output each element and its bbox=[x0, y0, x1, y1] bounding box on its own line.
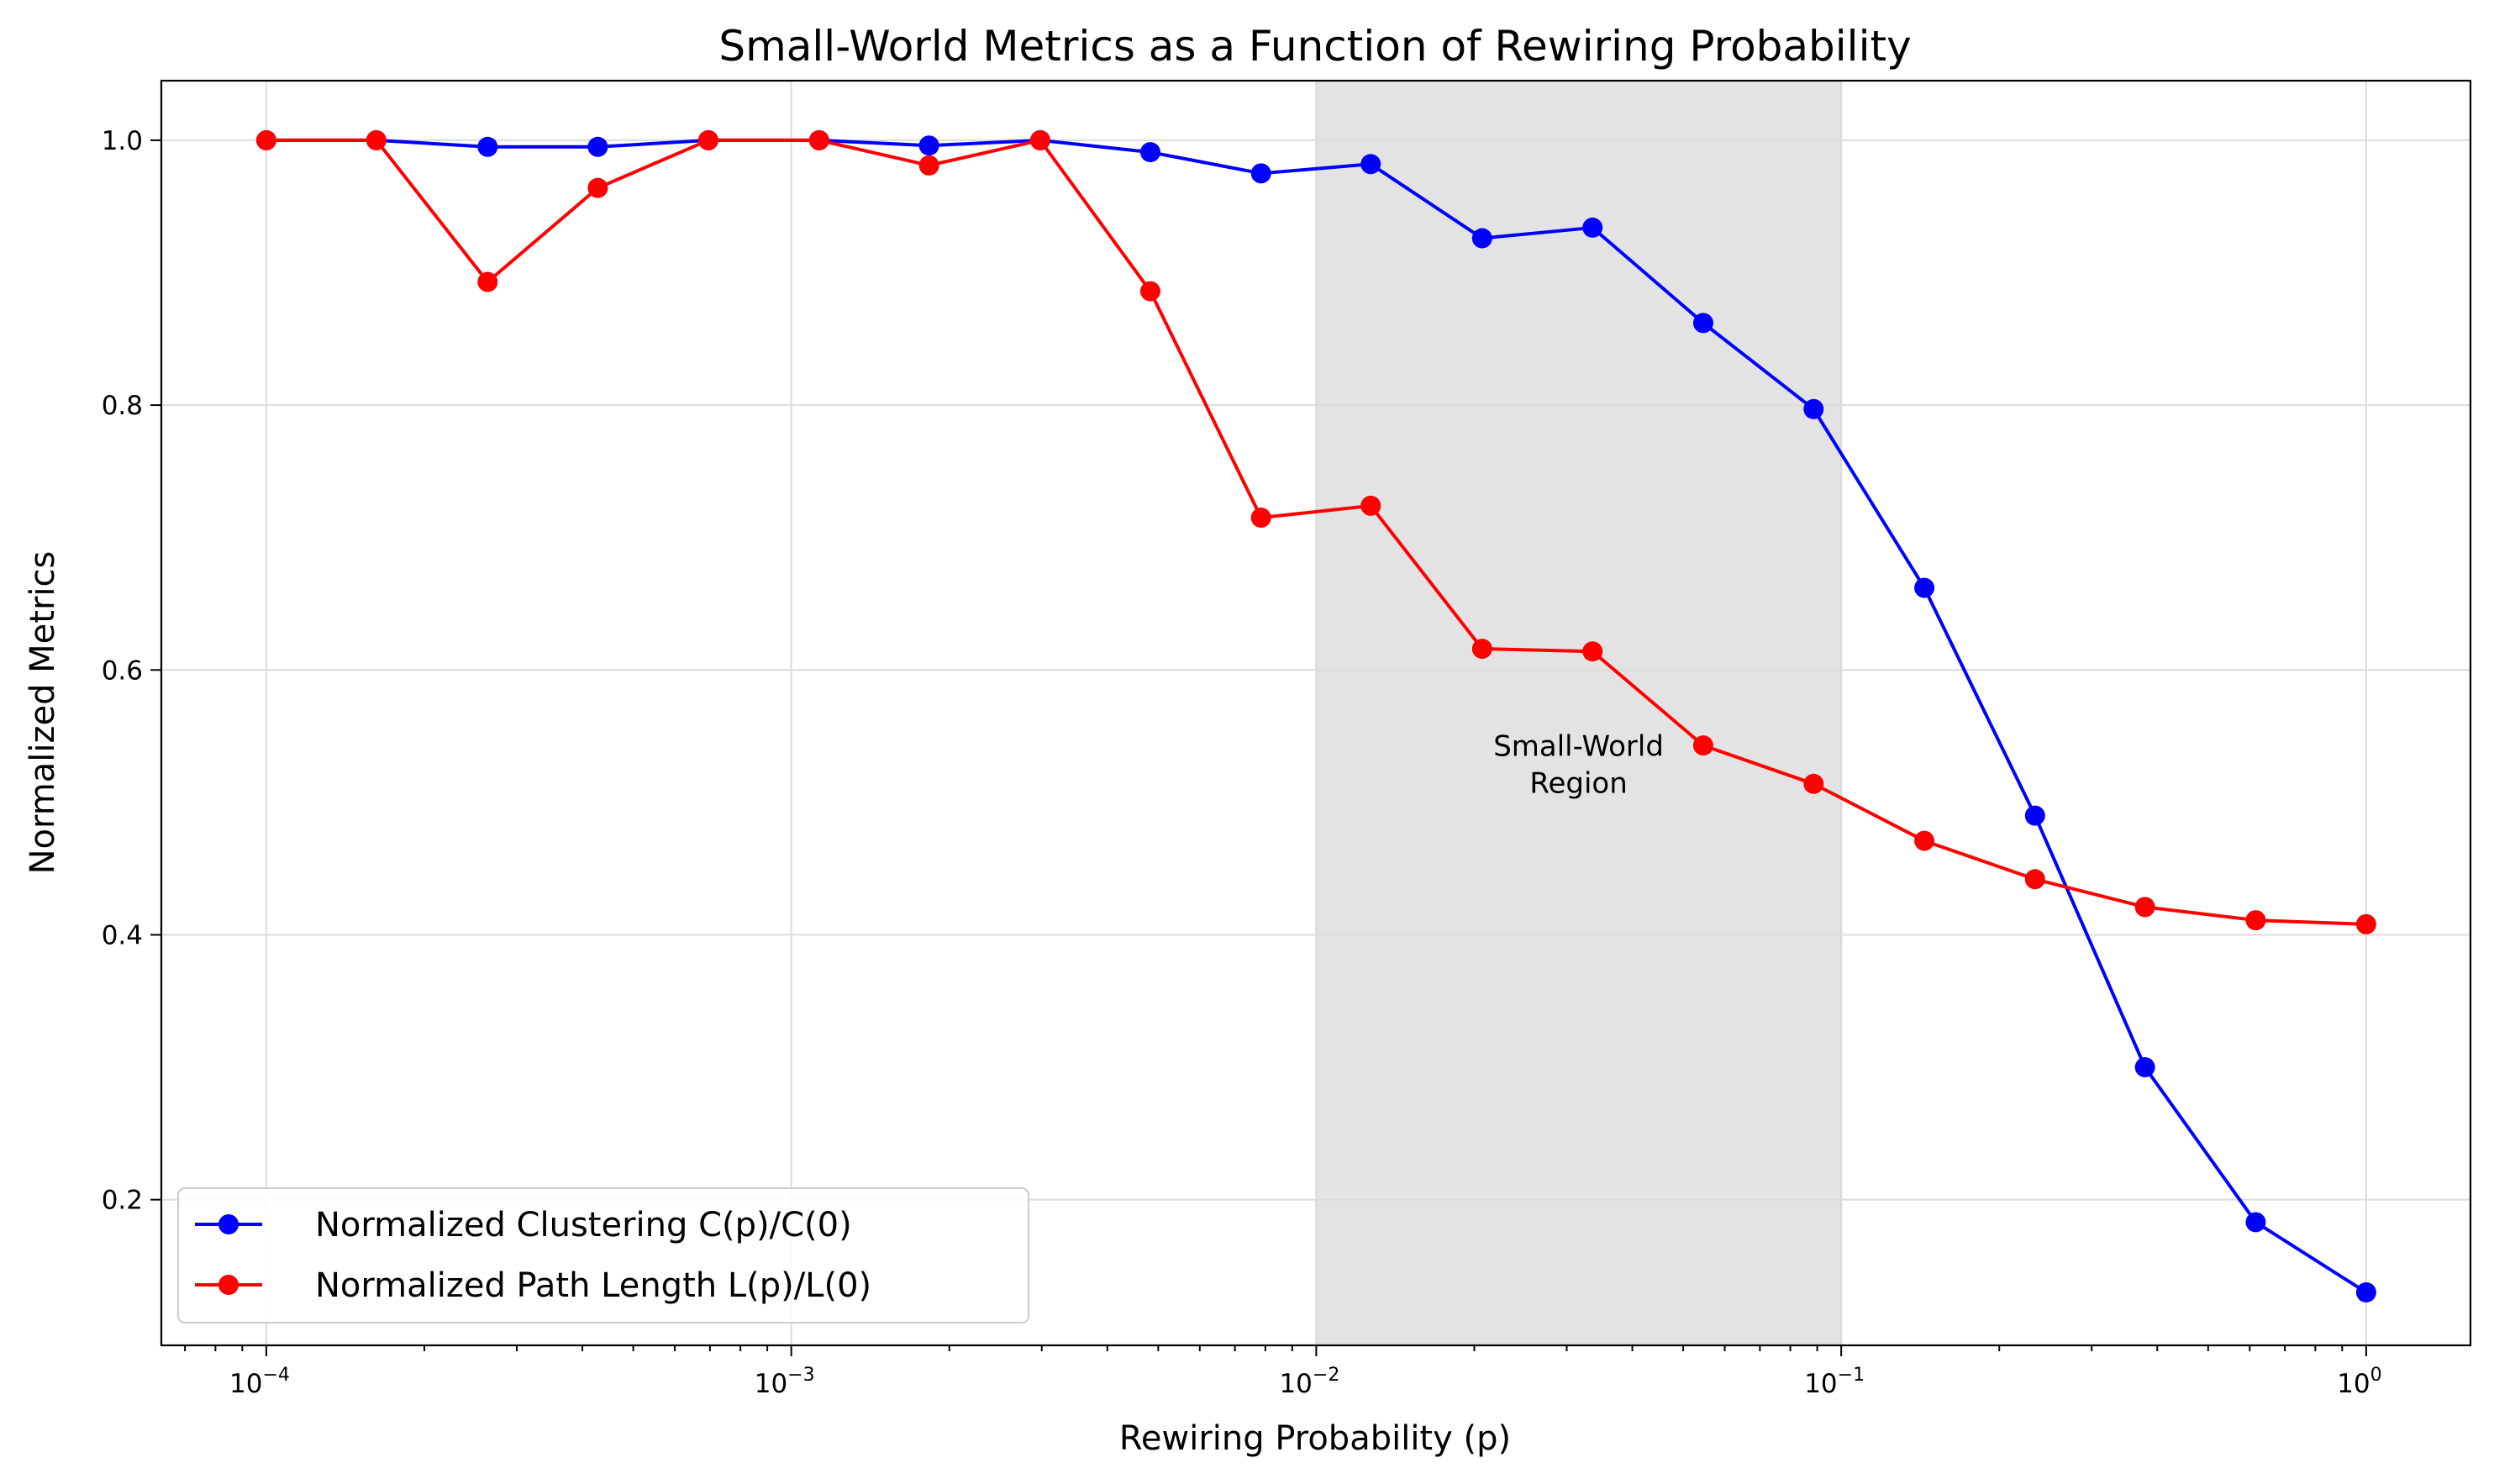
series-line-0 bbox=[266, 138, 2367, 1294]
series-0-point bbox=[918, 135, 939, 156]
series-0-point bbox=[1803, 398, 1824, 419]
series-0-point bbox=[1692, 313, 1713, 334]
series-1-point bbox=[1250, 508, 1271, 529]
legend-label-path-length: Normalized Path Length L(p)/L(0) bbox=[315, 1266, 871, 1305]
series-1-point bbox=[587, 177, 608, 198]
series-line-1 bbox=[266, 138, 2366, 926]
series-0-point bbox=[1360, 154, 1381, 175]
legend: Normalized Clustering C(p)/C(0) Normaliz… bbox=[177, 1187, 1029, 1323]
legend-box bbox=[177, 1187, 1029, 1323]
series-1-point bbox=[2355, 913, 2376, 934]
chart-title: Small-World Metrics as a Function of Rew… bbox=[718, 22, 1911, 71]
series-1-point bbox=[477, 271, 498, 292]
y-tick-label: 0.8 bbox=[102, 391, 143, 421]
series-1-point bbox=[1139, 281, 1160, 302]
x-axis-label: Rewiring Probability (p) bbox=[1119, 1419, 1511, 1458]
series-0-point bbox=[2355, 1281, 2376, 1302]
series-1-point bbox=[918, 155, 939, 176]
series-1-point bbox=[808, 129, 829, 150]
series-layer bbox=[255, 129, 2376, 1302]
series-1-point bbox=[1471, 639, 1492, 660]
series-1-point bbox=[1692, 735, 1713, 756]
series-0-point bbox=[2024, 805, 2045, 826]
series-1-point bbox=[2134, 897, 2155, 918]
series-1-point bbox=[2245, 910, 2266, 931]
legend-marker-path-length bbox=[218, 1275, 239, 1295]
annotation-small-world: Small-World bbox=[1493, 729, 1664, 763]
series-0-point bbox=[587, 136, 608, 157]
y-axis-label: Normalized Metrics bbox=[24, 551, 62, 875]
series-1-point bbox=[1582, 641, 1603, 662]
series-0-point bbox=[1582, 217, 1603, 238]
shaded-region-layer bbox=[1315, 81, 1843, 1345]
series-1-point bbox=[1360, 495, 1381, 516]
legend-label-clustering: Normalized Clustering C(p)/C(0) bbox=[315, 1206, 852, 1245]
series-1-point bbox=[1914, 830, 1935, 851]
series-0-point bbox=[1139, 142, 1160, 163]
series-0-point bbox=[2134, 1057, 2155, 1078]
shaded-region bbox=[1316, 81, 1842, 1345]
series-1-point bbox=[366, 129, 387, 150]
series-1-point bbox=[1803, 773, 1824, 794]
x-tick-label: 10−1 bbox=[1804, 1365, 1865, 1399]
legend-marker-clustering bbox=[218, 1214, 239, 1234]
series-0-point bbox=[1250, 163, 1271, 184]
series-0-point bbox=[1471, 228, 1492, 249]
series-0-point bbox=[2245, 1212, 2266, 1233]
series-0-point bbox=[1914, 577, 1935, 598]
series-1-point bbox=[697, 129, 718, 150]
y-tick-label: 1.0 bbox=[102, 126, 143, 156]
series-1-point bbox=[1029, 129, 1050, 150]
y-tick-label: 0.2 bbox=[102, 1186, 143, 1216]
series-1-point bbox=[2024, 869, 2045, 890]
series-0-point bbox=[477, 136, 498, 157]
annotation-region: Region bbox=[1529, 766, 1627, 800]
y-tick-label: 0.4 bbox=[102, 920, 143, 950]
series-1-point bbox=[255, 129, 276, 150]
y-tick-label: 0.6 bbox=[102, 655, 143, 686]
